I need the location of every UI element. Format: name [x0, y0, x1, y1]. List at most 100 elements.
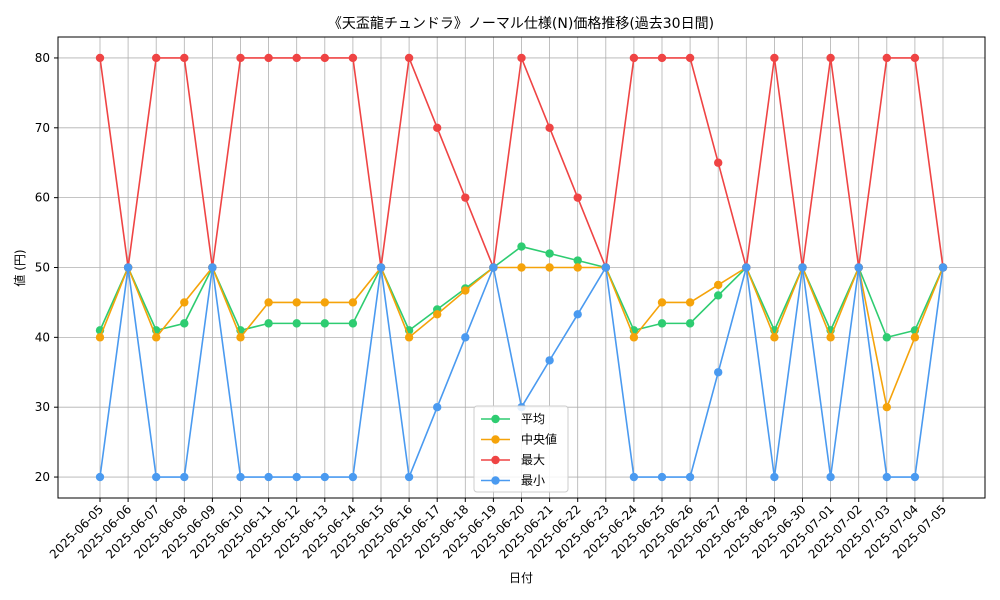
data-point — [320, 472, 329, 482]
data-point — [320, 53, 329, 63]
data-point — [404, 472, 414, 482]
data-point — [489, 263, 498, 272]
data-point — [657, 53, 667, 63]
x-axis: 2025-06-052025-06-062025-06-072025-06-08… — [47, 498, 949, 561]
data-point — [152, 333, 161, 342]
data-point — [517, 242, 526, 251]
data-point — [152, 472, 161, 482]
data-point — [573, 193, 582, 202]
legend-marker — [491, 414, 500, 424]
data-point — [517, 263, 526, 272]
data-point — [292, 319, 301, 328]
data-point — [742, 263, 751, 272]
data-point — [236, 53, 245, 63]
data-point — [95, 333, 105, 342]
data-point — [910, 53, 920, 63]
series-3 — [95, 263, 948, 482]
data-point — [95, 472, 105, 482]
x-axis-title: 日付 — [509, 571, 533, 585]
data-point — [180, 298, 189, 307]
data-point — [517, 53, 526, 63]
legend-box — [473, 405, 569, 493]
data-point — [180, 53, 189, 63]
legend-label: 中央値 — [521, 432, 557, 447]
data-point — [938, 263, 948, 272]
data-point — [629, 53, 639, 63]
data-point — [826, 333, 835, 342]
y-axis: 20 30 40 50 60 70 80 — [35, 51, 58, 484]
legend-label: 最小 — [521, 474, 545, 488]
data-point — [770, 53, 779, 63]
data-point — [180, 319, 189, 328]
legend-label: 平均 — [521, 412, 545, 426]
data-point — [264, 53, 273, 63]
data-point — [601, 263, 610, 272]
chart-title: 《天盃龍チュンドラ》ノーマル仕様(N)価格推移(過去30日間) — [328, 15, 714, 32]
data-point — [292, 53, 301, 63]
series-layer — [95, 53, 948, 482]
data-point — [264, 319, 273, 328]
data-point — [348, 319, 358, 328]
data-point — [629, 472, 639, 482]
y-tick-label: 60 — [35, 191, 50, 205]
data-point — [433, 402, 442, 412]
data-point — [629, 333, 639, 342]
data-point — [348, 53, 358, 63]
data-point — [685, 472, 695, 482]
data-point — [264, 298, 273, 307]
data-point — [292, 472, 301, 482]
data-point — [657, 319, 667, 328]
data-point — [545, 356, 554, 365]
data-point — [826, 53, 835, 63]
data-point — [236, 333, 245, 342]
data-point — [714, 291, 723, 300]
data-point — [573, 310, 582, 319]
data-point — [770, 333, 779, 342]
y-axis-title: 値 (円) — [12, 249, 27, 286]
data-point — [461, 193, 470, 202]
data-point — [685, 298, 695, 307]
data-point — [404, 333, 414, 342]
data-point — [208, 263, 217, 272]
data-point — [685, 319, 695, 328]
y-tick-label: 20 — [35, 470, 50, 484]
data-point — [264, 472, 273, 482]
y-tick-label: 40 — [35, 330, 50, 344]
data-point — [180, 472, 189, 482]
data-point — [854, 263, 863, 272]
data-point — [685, 53, 695, 63]
y-tick-label: 50 — [35, 261, 50, 275]
legend-marker — [491, 435, 500, 444]
y-tick-label: 30 — [35, 400, 50, 414]
data-point — [798, 263, 807, 272]
data-point — [348, 298, 358, 307]
data-point — [236, 472, 245, 482]
data-point — [573, 256, 582, 265]
data-point — [95, 53, 105, 63]
data-point — [376, 263, 386, 272]
legend-marker — [491, 476, 500, 485]
data-point — [348, 472, 358, 482]
data-point — [292, 298, 301, 307]
data-point — [152, 53, 161, 63]
data-point — [714, 280, 723, 290]
data-point — [714, 158, 723, 167]
data-point — [882, 53, 891, 63]
y-tick-label: 70 — [35, 121, 50, 135]
data-point — [545, 123, 554, 133]
data-point — [433, 123, 442, 133]
data-point — [882, 402, 891, 412]
data-point — [657, 298, 667, 307]
data-point — [461, 333, 470, 342]
legend-marker — [491, 455, 500, 465]
data-point — [433, 310, 442, 319]
data-point — [910, 472, 920, 482]
data-point — [882, 472, 891, 482]
data-point — [826, 472, 835, 482]
data-point — [404, 53, 414, 63]
data-point — [123, 263, 133, 272]
data-point — [882, 333, 891, 342]
data-point — [320, 298, 329, 307]
y-tick-label: 80 — [35, 51, 50, 65]
